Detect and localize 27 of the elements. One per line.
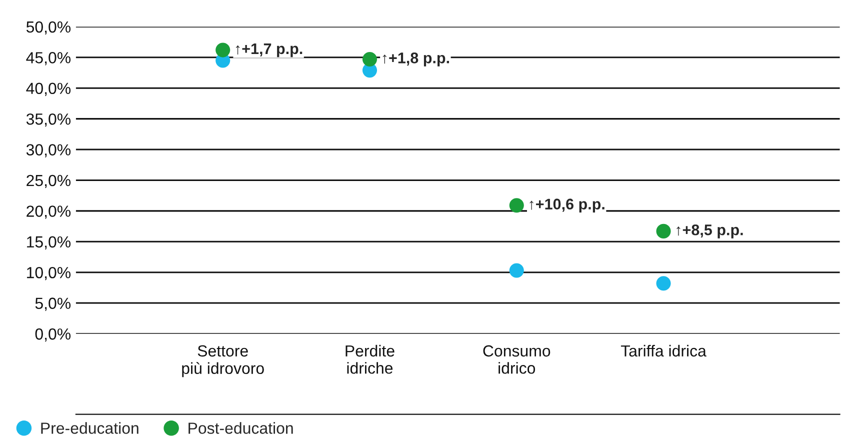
annotation: ↑+1,8 p.p.: [382, 52, 449, 66]
y-tick-label: 30,0%: [26, 144, 71, 158]
point: [362, 52, 378, 67]
x-tick-label: Settore più idrovoro: [182, 345, 264, 378]
annotation: ↑+8,5 p.p.: [676, 224, 743, 238]
x-tick-label: Perdite idriche: [346, 344, 394, 374]
y-tick-label: 20,0%: [26, 206, 71, 219]
point: [509, 263, 524, 278]
legend-label: Post-education: [188, 422, 293, 434]
y-tick-label: 35,0%: [26, 113, 71, 127]
y-tick-label: 45,0%: [26, 52, 71, 66]
legend-label: Pre-education: [41, 422, 138, 434]
annotation: ↑+1,7 p.p.: [236, 43, 302, 58]
point: [656, 276, 671, 291]
annotation: ↑+10,6 p.p.: [530, 198, 604, 213]
x-tick-label: Consumo idrico: [483, 345, 550, 374]
y-tick-label: 0,0%: [35, 328, 71, 342]
y-tick-label: 25,0%: [26, 174, 71, 188]
y-tick-label: 5,0%: [35, 298, 71, 311]
point: [509, 198, 524, 213]
y-tick-label: 15,0%: [27, 236, 71, 250]
y-tick-label: 50,0%: [26, 21, 71, 35]
point: [216, 42, 230, 58]
point: [656, 224, 671, 238]
y-tick-label: 10,0%: [27, 266, 71, 280]
x-tick-label: Tariffa idrica: [620, 344, 706, 357]
y-tick-label: 40,0%: [26, 82, 71, 96]
